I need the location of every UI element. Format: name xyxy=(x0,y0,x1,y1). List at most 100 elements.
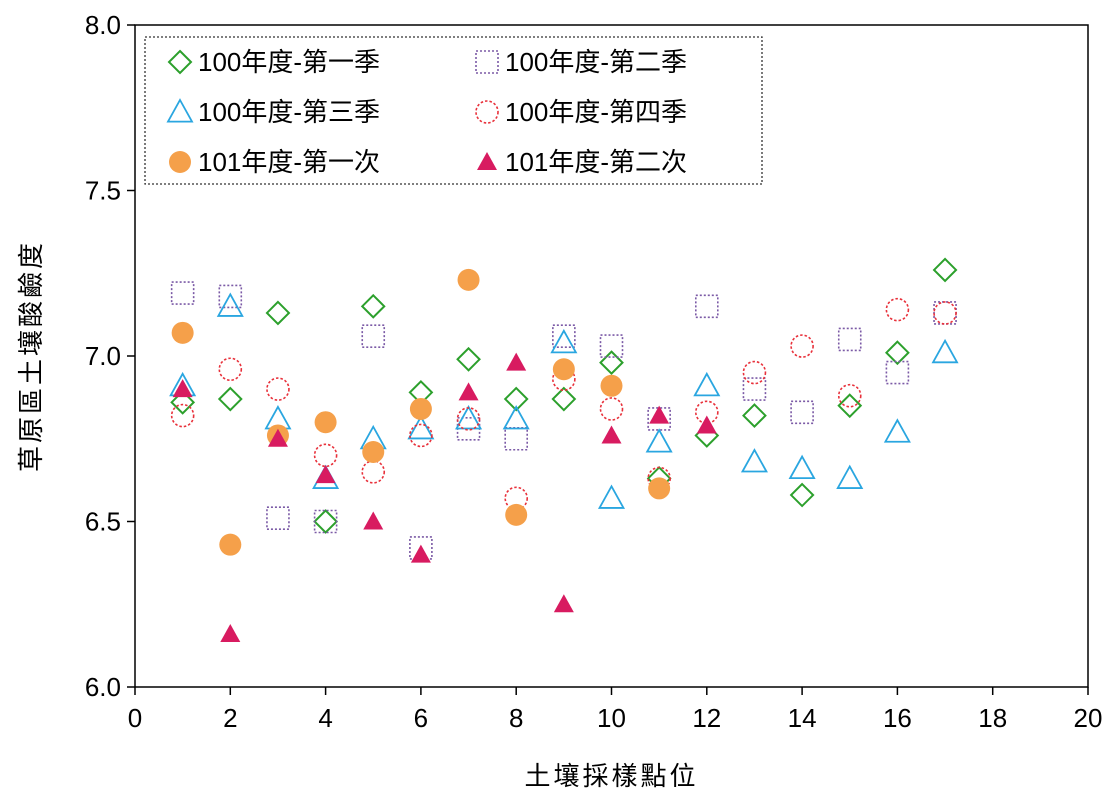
data-point xyxy=(220,624,241,643)
data-point xyxy=(884,340,910,366)
data-point xyxy=(696,415,717,434)
data-point xyxy=(837,383,862,408)
data-point xyxy=(742,360,767,385)
legend-label: 101年度-第一次 xyxy=(198,147,380,177)
y-axis-title: 草原區土壤酸鹼度 xyxy=(17,240,47,472)
legend-label: 100年度-第三季 xyxy=(198,97,380,127)
data-point xyxy=(217,386,243,412)
x-tick-label: 4 xyxy=(318,703,332,733)
data-point xyxy=(216,292,244,317)
legend-label: 100年度-第二季 xyxy=(505,47,687,77)
data-point xyxy=(313,443,338,468)
x-tick-label: 0 xyxy=(128,703,142,733)
legend-marker xyxy=(169,151,191,173)
legend-marker xyxy=(477,152,497,170)
data-point xyxy=(172,379,193,398)
data-point xyxy=(790,334,814,358)
data-point xyxy=(315,465,336,484)
x-tick-label: 14 xyxy=(788,703,817,733)
data-point xyxy=(457,268,480,291)
data-point xyxy=(601,425,622,444)
data-point xyxy=(742,403,767,428)
data-point xyxy=(458,382,479,401)
data-point xyxy=(170,403,195,428)
legend-label: 101年度-第二次 xyxy=(505,147,687,177)
data-point xyxy=(599,397,624,421)
data-point xyxy=(552,358,575,381)
data-point xyxy=(267,428,288,447)
legend-marker xyxy=(475,50,499,74)
series-6 xyxy=(172,352,717,643)
legend-item: 101年度-第二次 xyxy=(477,147,687,177)
data-point xyxy=(551,386,577,412)
data-point xyxy=(647,466,671,491)
data-point xyxy=(266,377,290,401)
data-point xyxy=(552,324,576,348)
data-point xyxy=(883,418,911,443)
data-point xyxy=(502,405,530,430)
data-point xyxy=(600,374,623,397)
data-point xyxy=(455,405,483,430)
data-points xyxy=(169,257,959,643)
data-point xyxy=(361,324,386,348)
data-point xyxy=(645,428,673,453)
plot-area-frame xyxy=(134,24,1089,688)
data-point xyxy=(361,460,386,484)
legend-marker xyxy=(167,49,193,75)
legend-item: 100年度-第三季 xyxy=(166,97,380,127)
data-point xyxy=(503,386,529,412)
data-point xyxy=(694,294,719,319)
y-tick-label: 7.5 xyxy=(85,176,121,206)
data-point xyxy=(456,346,481,372)
data-point xyxy=(505,503,528,526)
legend-item: 100年度-第二季 xyxy=(475,47,687,77)
data-point xyxy=(265,300,291,326)
y-tick-label: 6.0 xyxy=(85,672,121,702)
x-tick-label: 8 xyxy=(509,703,523,733)
data-point xyxy=(314,411,337,434)
data-point xyxy=(170,389,196,415)
legend-label: 100年度-第一季 xyxy=(198,47,380,77)
data-point xyxy=(790,400,814,425)
y-axis-ticks: 6.0 6.5 7.0 7.5 8.0 xyxy=(85,10,135,702)
data-point xyxy=(885,360,910,385)
data-point xyxy=(740,448,768,473)
x-axis-ticks: 0 2 4 6 8 10 12 14 16 18 20 xyxy=(128,687,1103,733)
data-point xyxy=(362,440,385,463)
series-5 xyxy=(171,268,671,556)
series-4 xyxy=(170,297,957,511)
data-point xyxy=(550,328,578,354)
y-tick-label: 6.5 xyxy=(85,507,121,537)
series-1 xyxy=(170,257,958,534)
data-point xyxy=(360,293,386,319)
x-tick-label: 20 xyxy=(1074,703,1103,733)
data-point xyxy=(171,321,194,344)
series-3 xyxy=(169,292,959,509)
x-tick-label: 16 xyxy=(883,703,912,733)
data-point xyxy=(363,511,384,530)
data-point xyxy=(837,327,862,352)
data-point xyxy=(693,371,721,397)
data-point xyxy=(506,352,527,371)
x-tick-label: 18 xyxy=(978,703,1007,733)
legend-item: 100年度-第四季 xyxy=(475,97,687,127)
series-2 xyxy=(170,281,957,560)
data-point xyxy=(504,486,529,511)
data-point xyxy=(742,377,767,401)
legend: 100年度-第一季 100年度-第二季 100年度-第三季 100年度-第四季 101年… xyxy=(144,36,763,185)
data-point xyxy=(409,536,433,560)
data-point xyxy=(407,414,435,440)
data-point xyxy=(836,464,864,489)
x-tick-label: 10 xyxy=(597,703,626,733)
data-point xyxy=(837,393,863,419)
data-point xyxy=(219,533,242,556)
y-tick-label: 7.0 xyxy=(85,341,121,371)
x-tick-label: 2 xyxy=(223,703,237,733)
data-point xyxy=(313,509,339,534)
data-point xyxy=(932,257,958,283)
legend-item: 101年度-第一次 xyxy=(169,147,380,177)
data-point xyxy=(170,281,195,305)
x-tick-label: 12 xyxy=(692,703,721,733)
data-point xyxy=(789,482,815,508)
